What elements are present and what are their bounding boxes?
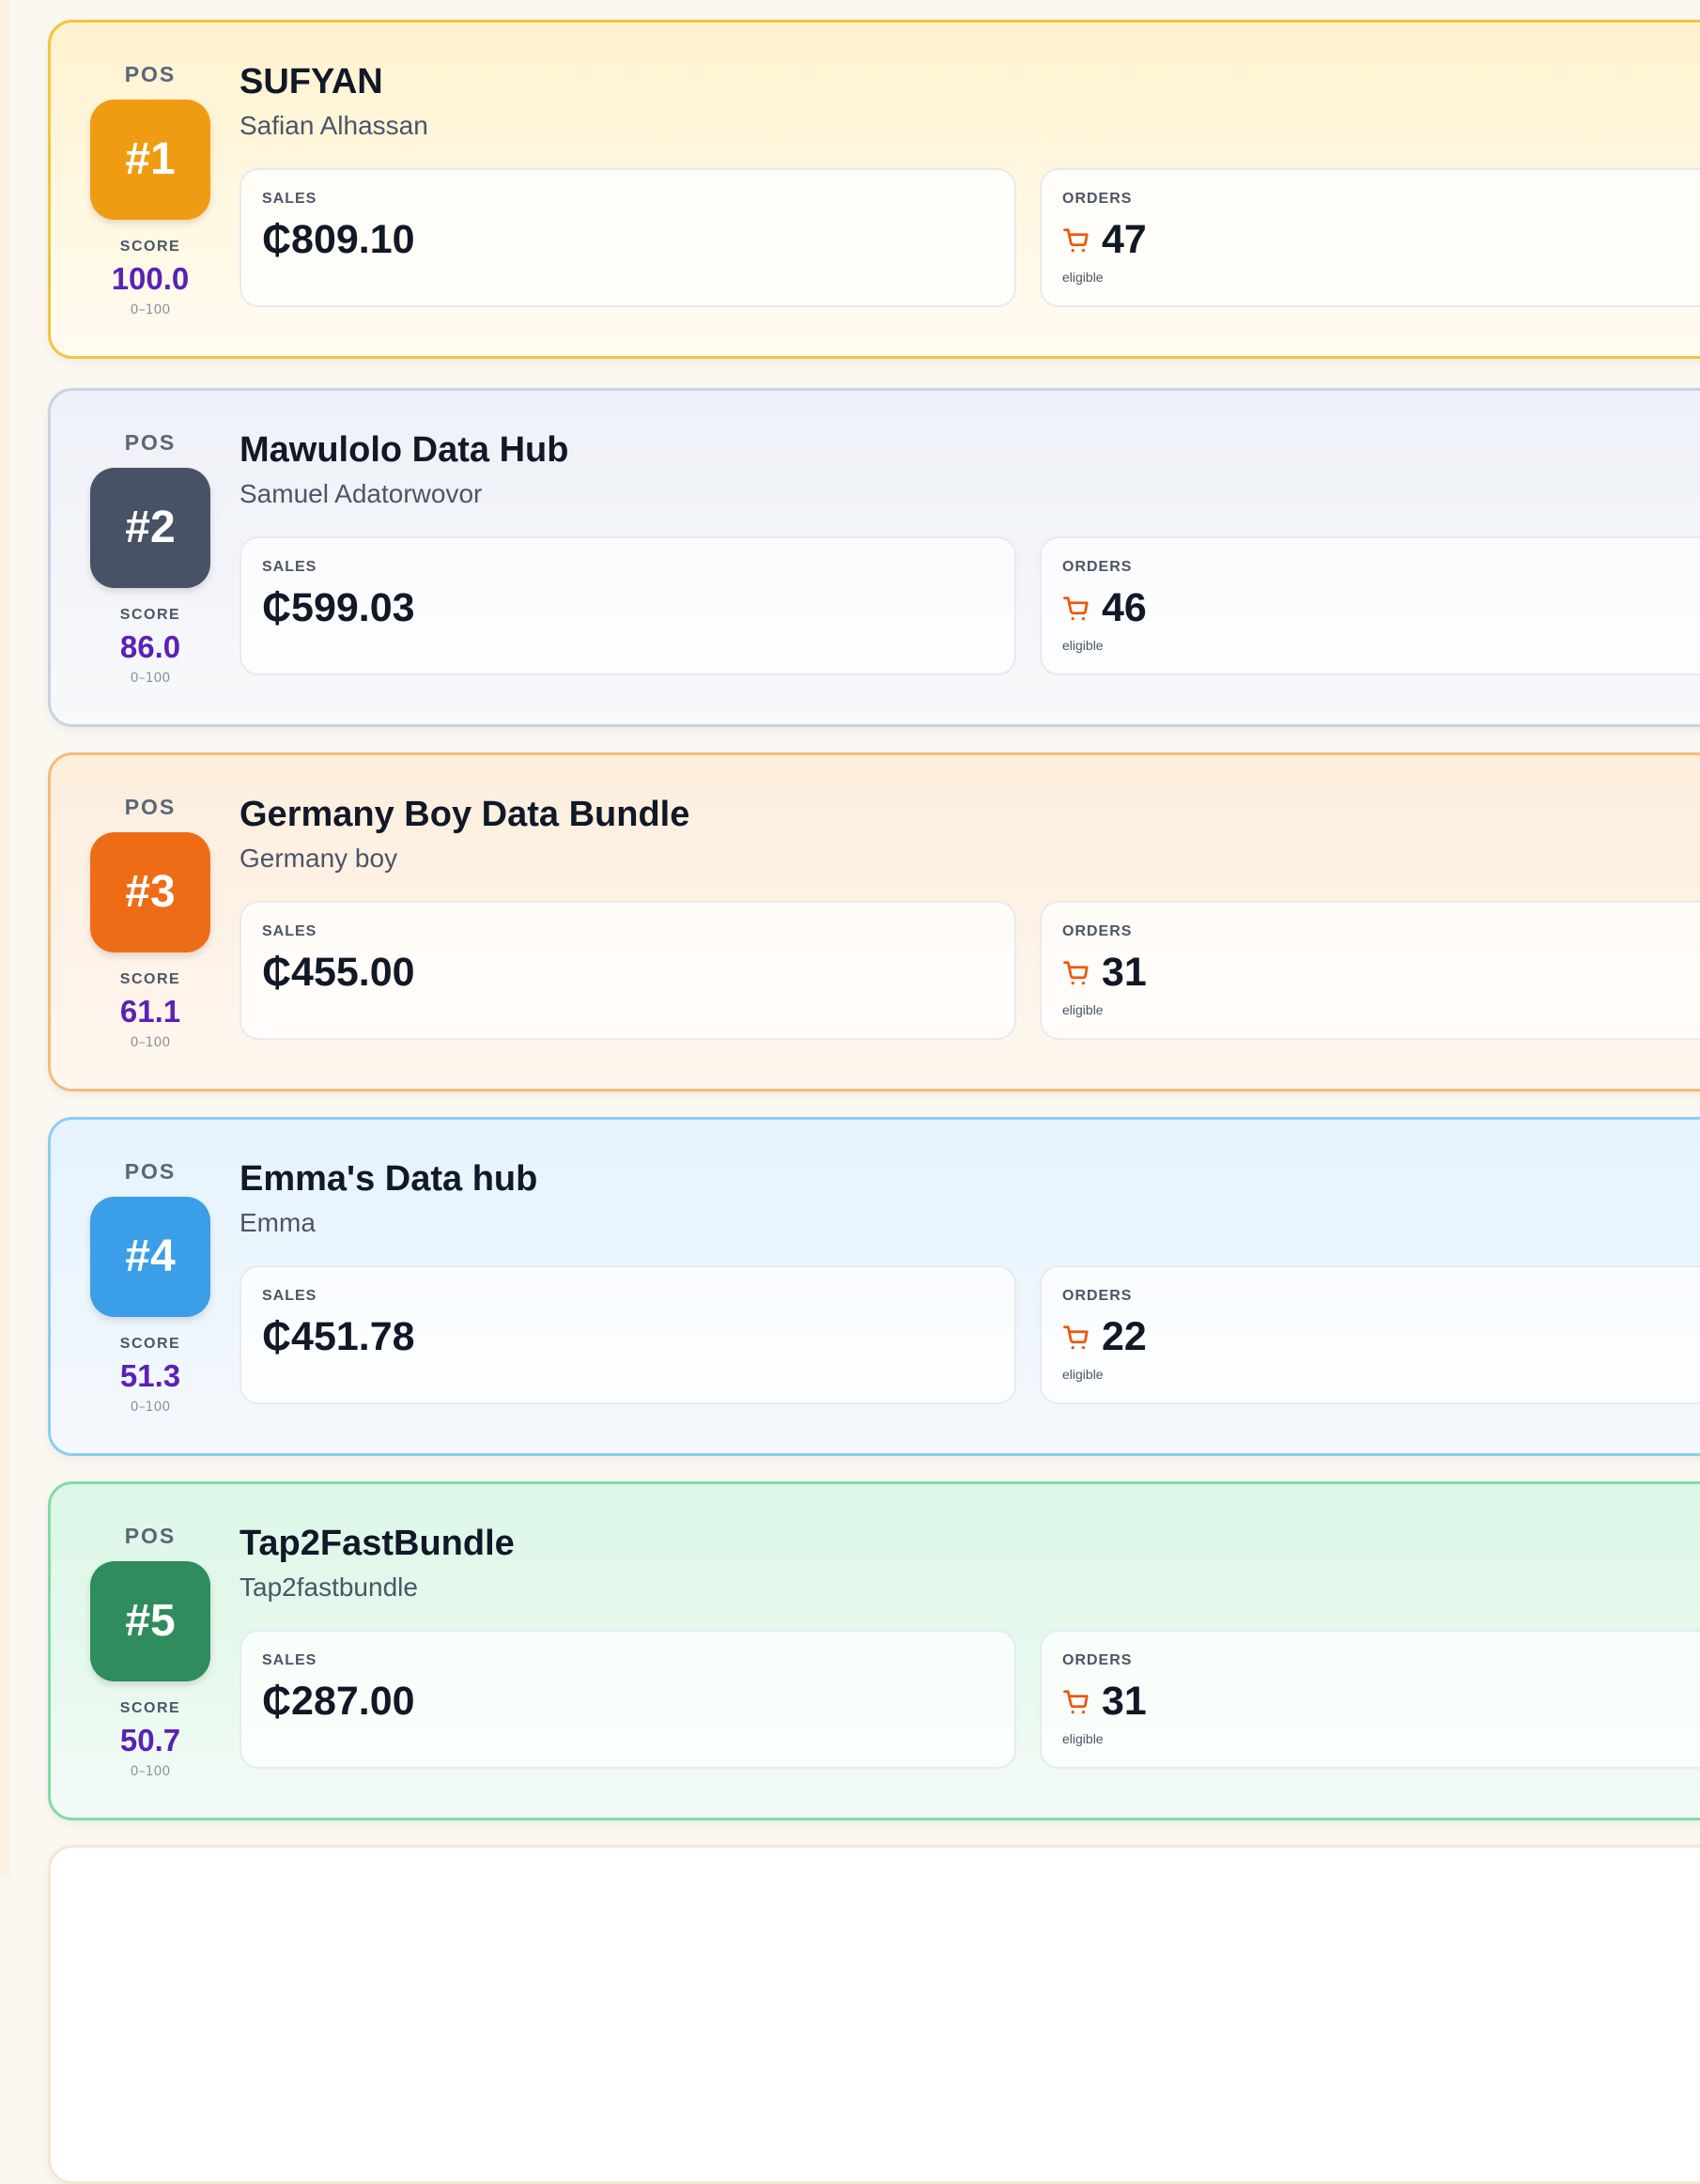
rank-badge: #1 bbox=[90, 100, 210, 220]
score-label: SCORE bbox=[119, 971, 181, 987]
score-label: SCORE bbox=[119, 239, 181, 255]
sales-stat: SALES ₵287.00 bbox=[240, 1630, 1016, 1769]
owner-name: Samuel Adatorwovor bbox=[240, 479, 483, 508]
orders-label: ORDERS bbox=[1062, 191, 1133, 207]
cart-icon bbox=[1062, 1688, 1090, 1716]
left-rail bbox=[0, 0, 10, 1877]
orders-row: 31 bbox=[1062, 950, 1147, 996]
sales-label: SALES bbox=[262, 923, 317, 939]
sales-stat: SALES ₵451.78 bbox=[240, 1265, 1016, 1404]
orders-value: 22 bbox=[1102, 1314, 1147, 1359]
rank-badge: #3 bbox=[90, 832, 210, 953]
sales-value: ₵451.78 bbox=[262, 1314, 415, 1359]
sales-stat: SALES ₵809.10 bbox=[240, 168, 1016, 307]
orders-row: 31 bbox=[1062, 1679, 1147, 1725]
store-name: Tap2FastBundle bbox=[240, 1524, 515, 1563]
orders-stat: ORDERS 22 eligible bbox=[1040, 1265, 1700, 1404]
orders-label: ORDERS bbox=[1062, 1652, 1133, 1668]
pos-label: POS bbox=[124, 1159, 177, 1184]
orders-label: ORDERS bbox=[1062, 923, 1133, 939]
score-range: 0–100 bbox=[130, 671, 171, 686]
pos-label: POS bbox=[124, 62, 177, 86]
rank-badge: #5 bbox=[90, 1561, 210, 1681]
leaderboard-card-3[interactable]: POS #3 SCORE 61.1 0–100 Germany Boy Data… bbox=[48, 752, 1700, 1092]
score-range: 0–100 bbox=[130, 1764, 171, 1779]
owner-name: Germany boy bbox=[240, 844, 398, 873]
eligible-label: eligible bbox=[1062, 1367, 1104, 1382]
store-name: Emma's Data hub bbox=[240, 1159, 538, 1199]
orders-stat: ORDERS 46 eligible bbox=[1040, 536, 1700, 675]
store-name: SUFYAN bbox=[240, 62, 383, 101]
pos-label: POS bbox=[124, 795, 177, 819]
sales-value: ₵455.00 bbox=[262, 950, 415, 995]
cart-icon bbox=[1062, 595, 1090, 623]
sales-value: ₵287.00 bbox=[262, 1679, 415, 1724]
score-value: 100.0 bbox=[111, 261, 190, 296]
orders-value: 31 bbox=[1102, 1679, 1147, 1724]
sales-stat: SALES ₵599.03 bbox=[240, 536, 1016, 675]
eligible-label: eligible bbox=[1062, 270, 1104, 285]
owner-name: Emma bbox=[240, 1208, 316, 1237]
sales-label: SALES bbox=[262, 1652, 317, 1668]
store-name: Mawulolo Data Hub bbox=[240, 430, 569, 470]
score-label: SCORE bbox=[119, 1336, 181, 1352]
pos-label: POS bbox=[124, 1524, 177, 1548]
sales-stat: SALES ₵455.00 bbox=[240, 901, 1016, 1040]
leaderboard-card-4[interactable]: POS #4 SCORE 51.3 0–100 Emma's Data hub … bbox=[48, 1117, 1700, 1456]
sales-label: SALES bbox=[262, 191, 317, 207]
sales-value: ₵809.10 bbox=[262, 217, 415, 262]
leaderboard-card-2[interactable]: POS #2 SCORE 86.0 0–100 Mawulolo Data Hu… bbox=[48, 388, 1700, 727]
orders-row: 46 bbox=[1062, 585, 1147, 631]
sales-value: ₵599.03 bbox=[262, 585, 415, 630]
score-label: SCORE bbox=[119, 607, 181, 623]
orders-stat: ORDERS 47 eligible bbox=[1040, 168, 1700, 307]
score-value: 86.0 bbox=[119, 629, 181, 664]
orders-stat: ORDERS 31 eligible bbox=[1040, 901, 1700, 1040]
orders-stat: ORDERS 31 eligible bbox=[1040, 1630, 1700, 1769]
rank-badge: #2 bbox=[90, 468, 210, 588]
score-value: 50.7 bbox=[119, 1723, 181, 1758]
cart-icon bbox=[1062, 1324, 1090, 1352]
orders-label: ORDERS bbox=[1062, 1288, 1133, 1304]
leaderboard-card-1[interactable]: POS #1 SCORE 100.0 0–100 SUFYAN Safian A… bbox=[48, 20, 1700, 359]
pos-label: POS bbox=[124, 430, 177, 455]
score-range: 0–100 bbox=[130, 302, 171, 318]
score-label: SCORE bbox=[119, 1700, 181, 1716]
cart-icon bbox=[1062, 226, 1090, 255]
score-range: 0–100 bbox=[130, 1400, 171, 1415]
score-value: 61.1 bbox=[119, 994, 181, 1029]
score-value: 51.3 bbox=[119, 1358, 181, 1393]
orders-label: ORDERS bbox=[1062, 559, 1133, 575]
orders-row: 22 bbox=[1062, 1314, 1147, 1360]
store-name: Germany Boy Data Bundle bbox=[240, 795, 690, 834]
sales-label: SALES bbox=[262, 559, 317, 575]
owner-name: Tap2fastbundle bbox=[240, 1572, 418, 1602]
eligible-label: eligible bbox=[1062, 1002, 1104, 1017]
score-range: 0–100 bbox=[130, 1035, 171, 1050]
orders-value: 31 bbox=[1102, 950, 1147, 995]
leaderboard-card-6[interactable] bbox=[48, 1845, 1700, 2184]
leaderboard-card-5[interactable]: POS #5 SCORE 50.7 0–100 Tap2FastBundle T… bbox=[48, 1481, 1700, 1820]
orders-value: 46 bbox=[1102, 585, 1147, 630]
orders-row: 47 bbox=[1062, 217, 1147, 263]
cart-icon bbox=[1062, 959, 1090, 987]
sales-label: SALES bbox=[262, 1288, 317, 1304]
orders-value: 47 bbox=[1102, 217, 1147, 262]
rank-badge: #4 bbox=[90, 1197, 210, 1317]
owner-name: Safian Alhassan bbox=[240, 111, 428, 140]
eligible-label: eligible bbox=[1062, 638, 1104, 653]
eligible-label: eligible bbox=[1062, 1731, 1104, 1746]
